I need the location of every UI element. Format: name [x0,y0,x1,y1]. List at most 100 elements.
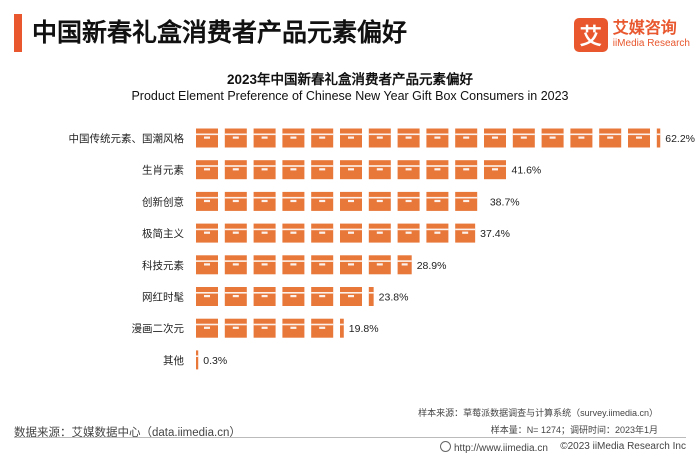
box-icon [311,223,334,243]
footer-url-text[interactable]: http://www.iimedia.cn [454,443,548,454]
footer-website[interactable]: http://www.iimedia.cn [440,441,548,454]
box-icon [311,287,334,306]
box-icon [224,318,247,338]
bar-row: 中国传统元素、国潮风格 62.2% [69,128,695,148]
box-icon [397,255,412,275]
logo-name-en: iiMedia Research [612,38,690,49]
sample-size-note: 样本量：N= 1274；调研时间：2023年1月 [490,425,658,435]
box-icon [196,191,218,211]
category-label: 创新创意 [142,195,184,208]
footer-copyright: ©2023 iiMedia Research Inc [560,441,686,452]
box-icon [455,223,476,243]
bar-row: 极简主义 37.4% [142,223,510,243]
category-label: 中国传统元素、国潮风格 [69,132,185,145]
box-icon [340,287,362,306]
category-label: 生肖元素 [142,164,184,177]
box-icon [426,128,449,148]
box-icon [340,318,344,338]
box-icon [340,223,362,243]
box-icon [426,191,449,211]
category-label: 漫画二次元 [132,322,185,335]
value-label: 23.8% [379,292,409,304]
bar [196,128,661,148]
value-label: 28.9% [417,260,447,272]
value-label: 38.7% [490,196,520,208]
bar [196,160,506,180]
box-icon [512,128,535,148]
box-icon [224,160,247,180]
box-icon [455,160,478,180]
bar [196,318,344,338]
bar [196,287,374,306]
box-icon [253,287,276,306]
footer-divider [14,437,686,438]
globe-icon [440,441,451,452]
bar-row: 其他 0.3% [163,350,227,370]
bar-row: 创新创意 38.7% [142,191,520,211]
box-icon [196,160,218,180]
box-icon [311,255,334,275]
value-label: 0.3% [203,355,227,367]
box-icon [397,128,420,148]
bar-row: 科技元素 28.9% [142,255,447,275]
page-title: 中国新春礼盒消费者产品元素偏好 [32,19,408,47]
bar [196,350,199,370]
bar-row: 漫画二次元 19.8% [132,318,379,338]
box-icon [484,128,506,148]
box-icon [253,160,276,180]
box-icon [426,160,449,180]
box-icon [224,223,247,243]
bar [196,255,412,275]
box-icon [282,191,305,211]
logo-name-cn: 艾媒咨询 [612,20,677,37]
box-icon [455,191,478,211]
value-label: 37.4% [480,228,510,240]
box-icon [282,255,305,275]
category-label: 科技元素 [142,259,184,272]
chart-subtitle: Product Element Preference of Chinese Ne… [131,89,569,103]
title-accent-bar [14,14,22,52]
box-icon [253,318,276,338]
box-icon [253,191,276,211]
box-icon [368,160,391,180]
box-icon [282,160,305,180]
category-label: 网红时髦 [142,291,184,304]
box-icon [368,287,374,306]
value-label: 62.2% [665,133,695,145]
box-icon [311,318,334,338]
box-icon [368,191,391,211]
box-icon [368,223,391,243]
box-icon [397,160,420,180]
box-icon [282,287,305,306]
box-icon [340,255,362,275]
box-icon [253,223,276,243]
box-icon [224,287,247,306]
box-icon [455,128,478,148]
box-icon [196,350,199,370]
box-icon [368,255,391,275]
category-label: 其他 [163,354,184,367]
box-icon [224,255,247,275]
box-icon [340,128,362,148]
box-icon [282,223,305,243]
box-icon [311,160,334,180]
box-icon [311,128,334,148]
bar [196,223,476,243]
box-icon [340,160,362,180]
value-label: 19.8% [349,323,379,335]
box-icon [196,223,218,243]
box-icon [484,160,506,180]
logo-mark-icon: 艾 [573,18,608,52]
brand-logo: 艾 艾媒咨询 iiMedia Research [573,18,690,52]
box-icon [426,223,449,243]
box-icon [224,128,247,148]
box-icon [196,287,218,306]
box-icon [253,255,276,275]
box-icon [196,255,218,275]
chart-title: 2023年中国新春礼盒消费者产品元素偏好 [226,72,474,87]
box-icon [397,223,420,243]
bar-row: 生肖元素 41.6% [142,160,541,180]
box-icon [656,128,661,148]
box-icon [196,318,218,338]
